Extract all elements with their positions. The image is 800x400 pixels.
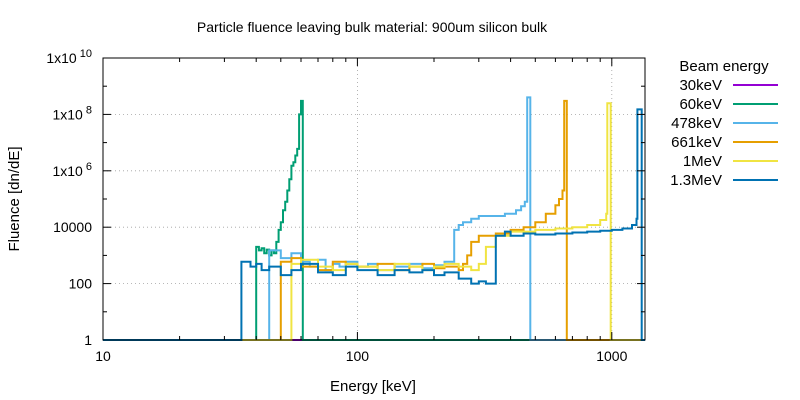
chart-title: Particle fluence leaving bulk material: … [197, 19, 548, 35]
x-tick-label: 1000 [596, 348, 627, 364]
x-tick-labels: 10 100 1000 [95, 348, 627, 364]
legend-label-60kev: 60keV [679, 96, 722, 113]
series-line-661kev [103, 99, 645, 341]
series-group [103, 96, 645, 341]
y-tick-label: 1x10 8 [52, 104, 92, 122]
series-line-1mev [103, 102, 645, 341]
y-axis-label: Fluence [dn/dE] [6, 146, 23, 251]
legend-label-30kev: 30keV [679, 77, 722, 94]
x-axis-label: Energy [keV] [330, 378, 416, 395]
x-tick-label: 10 [95, 348, 111, 364]
y-tick-label: 1x10 6 [52, 161, 92, 179]
legend-label-1-3mev: 1.3MeV [670, 172, 722, 189]
y-tick-label: 100 [69, 276, 93, 292]
legend-label-1mev: 1MeV [683, 153, 722, 170]
tick-marks [102, 57, 645, 341]
y-tick-labels: 1 100 10000 1x10 6 1x10 8 1x10 10 [46, 48, 92, 348]
series-line-60kev [103, 99, 645, 341]
y-tick-label: 1x10 10 [46, 48, 92, 66]
series-line-1-3mev [103, 108, 645, 341]
y-tick-label: 1 [84, 332, 92, 348]
legend-title: Beam energy [679, 58, 769, 75]
legend-label-478kev: 478keV [671, 115, 722, 132]
y-tick-label: 10000 [53, 219, 92, 235]
x-tick-label: 100 [346, 348, 370, 364]
legend: Beam energy 30keV 60keV 478keV 661keV 1MeV 1.… [670, 58, 778, 189]
legend-label-661kev: 661keV [671, 134, 722, 151]
